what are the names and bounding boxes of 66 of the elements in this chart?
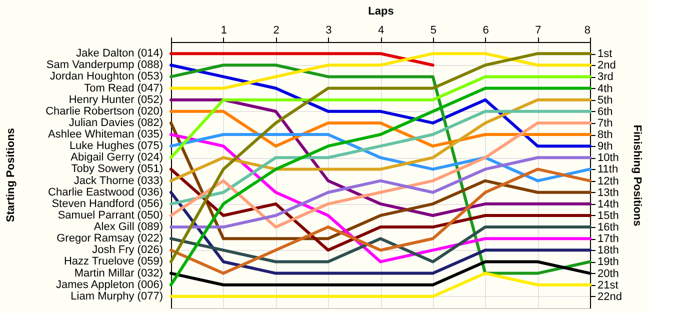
x-tick-label: 2 (273, 24, 280, 36)
line-series (170, 226, 592, 264)
line-series (170, 86, 592, 286)
y2-tick-label: 8th (598, 129, 613, 142)
y2-tick-label: 16th (598, 222, 619, 234)
y2-tick-label: 2nd (598, 60, 616, 72)
series-label: Toby Sowery (051) (71, 163, 163, 176)
series-label: Julian Davies (082) (68, 116, 163, 129)
line-series (170, 52, 592, 90)
y2-tick-label: 9th (598, 140, 613, 153)
y2-axis-title: Finishing Positions (630, 124, 643, 226)
series-label: Charlie Robertson (020) (46, 105, 163, 118)
series-label: Jordan Houghton (053) (50, 70, 163, 83)
x-tick-label: 5 (430, 24, 436, 36)
y2-tick-label: 19th (598, 256, 619, 268)
series-label: Steven Handford (056) (52, 198, 163, 210)
series-label: Josh Fry (026) (92, 244, 163, 256)
y2-tick-label: 5th (598, 94, 613, 106)
x-axis-title: Laps (368, 6, 394, 18)
line-series (170, 110, 592, 206)
x-tick-label: 8 (584, 24, 590, 36)
series-label: Luke Hughes (075) (69, 140, 163, 152)
y2-tick-label: 3rd (598, 71, 614, 84)
y2-tick-label: 1st (598, 48, 612, 60)
x-tick-label: 3 (326, 24, 332, 36)
x-tick-label: 6 (482, 24, 489, 36)
series-label: Henry Hunter (052) (68, 94, 163, 106)
line-series (170, 64, 592, 148)
line-series (170, 156, 592, 229)
x-tick-label: 7 (535, 24, 542, 36)
line-series (170, 98, 592, 182)
line-series (170, 168, 592, 275)
series-label: Charlie Eastwood (036) (48, 186, 163, 198)
series-label: Ashlee Whiteman (035) (48, 128, 163, 141)
series-label: Samuel Parrant (050) (58, 209, 163, 222)
series-label: Gregor Ramsay (022) (56, 232, 163, 245)
y2-tick-label: 7th (598, 117, 613, 130)
y2-tick-label: 20th (598, 268, 619, 280)
series-label: Alex Gill (089) (94, 221, 163, 234)
series-label: Martin Millar (032) (74, 267, 163, 280)
line-series (170, 190, 592, 275)
series-label: Liam Murphy (077) (70, 290, 163, 302)
y2-tick-label: 11th (598, 164, 618, 176)
x-tick-label: 1 (220, 24, 227, 36)
series-label: Sam Vanderpump (088) (46, 59, 163, 72)
y2-tick-label: 17th (598, 233, 619, 246)
series-label: Hazz Truelove (059) (64, 256, 163, 268)
y2-tick-label: 10th (598, 152, 619, 164)
line-series (170, 110, 592, 148)
text: Starting Positions (5, 128, 17, 222)
y2-tick-label: 21st (598, 279, 618, 292)
y2-tick-label: 14th (598, 198, 619, 210)
series-label: Jake Dalton (014) (76, 48, 163, 60)
y2-tick-label: 22nd (598, 290, 622, 303)
y2-tick-label: 18th (598, 244, 619, 257)
series-label: James Appleton (006) (56, 278, 163, 291)
series-label: Tom Read (047) (84, 82, 163, 94)
series-label: Abigail Gerry (024) (70, 152, 163, 164)
y2-tick-label: 15th (598, 210, 619, 222)
y2-tick-label: 13th (598, 186, 619, 199)
y2-tick-label: 6th (598, 106, 613, 118)
x-tick-label: 4 (378, 24, 384, 36)
y2-tick-label: 12th (598, 175, 619, 188)
line-series (170, 168, 592, 252)
y2-tick-label: 4th (598, 82, 613, 95)
series-label: Jack Thorne (033) (74, 174, 163, 187)
